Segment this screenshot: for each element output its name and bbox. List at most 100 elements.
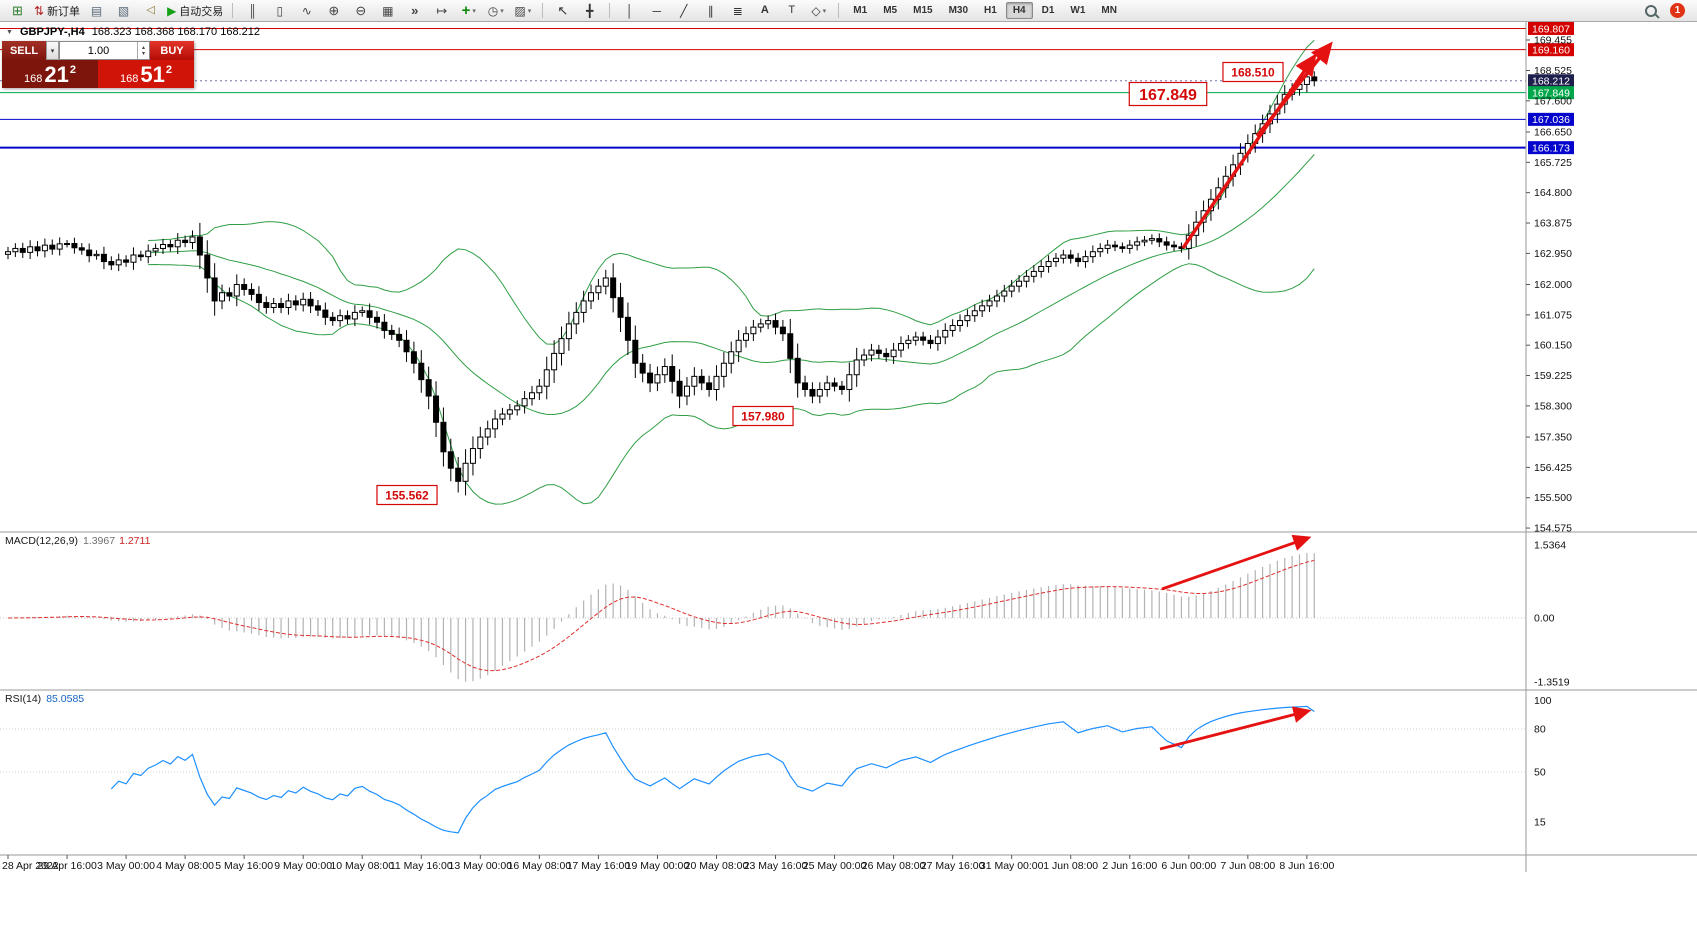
- horizontal-line-icon[interactable]: ─: [652, 3, 662, 18]
- svg-text:-1.3519: -1.3519: [1534, 677, 1570, 689]
- timeframe-mn[interactable]: MN: [1101, 5, 1117, 16]
- symbol-period-label: GBPJPY-,H4: [19, 26, 85, 38]
- toolbar-right: 1: [1637, 2, 1693, 20]
- sell-button[interactable]: SELL: [2, 41, 46, 60]
- text-icon[interactable]: A: [760, 4, 769, 16]
- svg-text:158.300: 158.300: [1534, 400, 1572, 412]
- svg-text:16 May 08:00: 16 May 08:00: [508, 860, 572, 872]
- timeframe-m15[interactable]: M15: [913, 5, 933, 16]
- one-click-prices: 168 21 2 168 51 2: [2, 60, 194, 88]
- volume-field[interactable]: 1.00 ▴ ▾: [59, 41, 150, 60]
- vertical-line-icon[interactable]: │: [626, 3, 634, 18]
- sell-price[interactable]: 168 21 2: [2, 60, 98, 88]
- crosshair-icon[interactable]: ╋: [586, 3, 594, 18]
- volume-stepper[interactable]: ▴ ▾: [137, 42, 149, 59]
- svg-text:6 Jun 00:00: 6 Jun 00:00: [1161, 860, 1216, 872]
- svg-text:168.212: 168.212: [1532, 76, 1570, 88]
- oneclick-collapse-icon[interactable]: ▼: [6, 28, 13, 36]
- one-click-trading-panel: SELL ▾ 1.00 ▴ ▾ BUY 168 21 2 168 51 2: [2, 41, 194, 88]
- timeframe-h1[interactable]: H1: [984, 5, 997, 16]
- buy-price-big: 51: [140, 62, 165, 88]
- templates-icon[interactable]: ▨ ▾: [514, 3, 532, 18]
- one-click-controls: SELL ▾ 1.00 ▴ ▾ BUY: [2, 41, 194, 60]
- buy-price-int: 168: [120, 72, 139, 85]
- trend-arrow[interactable]: [1159, 706, 1312, 751]
- chart-canvas[interactable]: 167.849 168.510 157.980 155.562 169.807 169.1…: [0, 22, 1697, 944]
- auto-scroll-icon[interactable]: »: [411, 3, 419, 18]
- indicators-add-icon[interactable]: + ▾: [461, 2, 476, 19]
- new-chart-icon[interactable]: ⊞: [12, 3, 23, 18]
- svg-text:7 Jun 08:00: 7 Jun 08:00: [1220, 860, 1275, 872]
- bar-chart-icon[interactable]: ║: [248, 3, 258, 18]
- trendline-icon[interactable]: ╱: [680, 3, 688, 18]
- timeframe-w1[interactable]: W1: [1070, 5, 1086, 16]
- sell-price-int: 168: [24, 72, 43, 85]
- periods-icon[interactable]: ◷ ▾: [487, 3, 504, 18]
- svg-text:156.425: 156.425: [1534, 462, 1572, 474]
- buy-button[interactable]: BUY: [150, 41, 194, 60]
- channel-icon[interactable]: ∥: [707, 3, 714, 18]
- price-label-annotation[interactable]: [732, 405, 794, 427]
- svg-text:11 May 16:00: 11 May 16:00: [390, 860, 453, 872]
- rsi-name: RSI(14): [5, 693, 42, 705]
- timeframe-m5[interactable]: M5: [883, 5, 898, 16]
- chart-preview-icon[interactable]: ▧: [117, 3, 130, 18]
- line-chart-icon[interactable]: ∿: [301, 3, 312, 18]
- svg-text:19 May 00:00: 19 May 00:00: [626, 860, 690, 872]
- print-icon[interactable]: ▤: [90, 3, 103, 18]
- notification-count: 1: [1674, 5, 1681, 16]
- price-label-annotation[interactable]: [1128, 81, 1208, 107]
- svg-text:168.510: 168.510: [1231, 65, 1275, 79]
- search-icon[interactable]: [1638, 2, 1663, 20]
- candlestick-chart-icon[interactable]: ▯: [276, 3, 284, 18]
- volume-value[interactable]: 1.00: [87, 44, 110, 57]
- chart-shift-icon[interactable]: ↦: [436, 3, 448, 18]
- svg-text:20 May 08:00: 20 May 08:00: [685, 860, 749, 872]
- toolbar-separator: [542, 3, 544, 18]
- svg-text:15: 15: [1534, 817, 1546, 829]
- price-tag-166.173: [1528, 141, 1574, 155]
- trend-arrow[interactable]: [1255, 41, 1333, 138]
- svg-text:4 May 08:00: 4 May 08:00: [156, 860, 214, 872]
- label-icon[interactable]: T: [788, 4, 796, 16]
- svg-text:31 May 00:00: 31 May 00:00: [980, 860, 1044, 872]
- svg-text:27 May 16:00: 27 May 16:00: [921, 860, 985, 872]
- svg-text:167.849: 167.849: [1139, 87, 1197, 104]
- order-type-dropdown[interactable]: ▾: [46, 41, 59, 60]
- buy-price[interactable]: 168 51 2: [98, 60, 194, 88]
- svg-text:28 Apr 2022: 28 Apr 2022: [2, 860, 59, 872]
- zoom-out-icon[interactable]: ⊖: [355, 3, 367, 18]
- svg-text:166.650: 166.650: [1534, 127, 1572, 139]
- svg-text:1 Jun 08:00: 1 Jun 08:00: [1043, 860, 1098, 872]
- timeframe-m1[interactable]: M1: [853, 5, 868, 16]
- timeframe-m30[interactable]: M30: [948, 5, 969, 16]
- tile-windows-icon[interactable]: ▦: [382, 3, 394, 18]
- price-label-annotation[interactable]: [1222, 61, 1284, 83]
- autotrading-button[interactable]: ▶ 自动交易: [167, 3, 224, 18]
- notification-badge[interactable]: 1: [1670, 3, 1685, 18]
- zoom-in-icon[interactable]: ⊕: [328, 3, 340, 18]
- fibonacci-icon[interactable]: ≣: [732, 3, 743, 18]
- chart-annotations[interactable]: 167.849 168.510 157.980 155.562: [376, 41, 1333, 751]
- new-order-button[interactable]: ⇅ 新订单: [34, 3, 81, 18]
- svg-text:164.800: 164.800: [1534, 187, 1572, 199]
- cursor-icon[interactable]: ↖: [557, 3, 569, 18]
- svg-text:25 May 00:00: 25 May 00:00: [803, 860, 867, 872]
- timeframe-d1[interactable]: D1: [1041, 5, 1055, 16]
- toolbar-buttons: ⊞ ⇅ 新订单 ▤ ▧ ◁ ▶ 自动交易 ║ ▯ ∿ ⊕ ⊖ ▦ » ↦ + ▾ ◷ ▾ ▨ ▾ ↖ ╋ │ ─ ╱ ∥ ≣ A T ◇ ▾ M1…: [4, 2, 1637, 20]
- shapes-icon[interactable]: ◇ ▾: [811, 3, 827, 18]
- toolbar-separator: [838, 3, 840, 18]
- timeframe-h4[interactable]: H4: [1005, 2, 1033, 19]
- svg-text:23 May 16:00: 23 May 16:00: [744, 860, 808, 872]
- price-label-annotation[interactable]: [376, 484, 438, 506]
- trend-arrow[interactable]: [1161, 534, 1312, 591]
- sound-icon[interactable]: ◁: [146, 4, 155, 16]
- svg-text:0.00: 0.00: [1534, 613, 1555, 625]
- trend-arrow[interactable]: [1181, 53, 1317, 249]
- toolbar-separator: [609, 3, 611, 18]
- svg-text:29 Apr 16:00: 29 Apr 16:00: [37, 860, 97, 872]
- svg-text:155.500: 155.500: [1534, 492, 1572, 504]
- svg-text:162.000: 162.000: [1534, 279, 1572, 291]
- svg-text:13 May 00:00: 13 May 00:00: [448, 860, 512, 872]
- macd-panel: [0, 553, 1526, 682]
